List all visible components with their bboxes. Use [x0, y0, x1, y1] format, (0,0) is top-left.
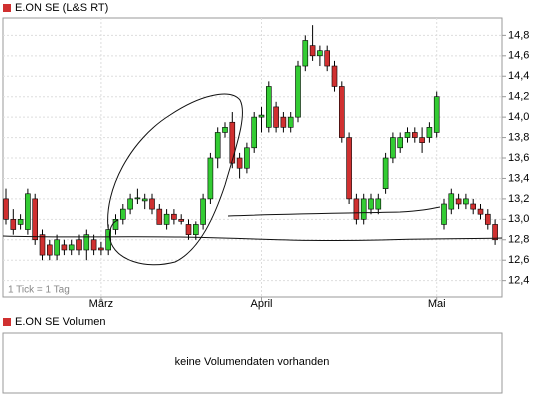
candle-body [258, 114, 265, 118]
candle-body [46, 244, 53, 256]
candle-body [214, 132, 221, 159]
candle-body [163, 213, 170, 225]
candle-body [17, 219, 24, 225]
x-tick-label: April [250, 298, 272, 310]
candle-body [484, 213, 491, 225]
candle-body [90, 239, 97, 251]
candle-body [39, 234, 46, 256]
candle-body [338, 86, 345, 138]
x-tick-label: März [89, 298, 113, 310]
candle-body [433, 96, 440, 133]
y-tick-label: 14,0 [508, 111, 529, 123]
annotation: 1 Tick = 1 Tag [8, 285, 70, 296]
volume-frame [2, 332, 503, 394]
candle-body [265, 86, 272, 128]
candle-body [470, 203, 477, 210]
candle-body [207, 157, 214, 200]
candle-body [477, 208, 484, 215]
candle-body [382, 157, 389, 189]
candle-body [178, 219, 184, 222]
candle-body [3, 198, 9, 220]
candle-body [273, 106, 279, 128]
candle-body [419, 137, 425, 143]
candle-body [112, 219, 119, 230]
hand-drawn-line [2, 235, 503, 242]
candle-body [222, 127, 228, 133]
candle-body [404, 132, 411, 138]
candle-body [171, 213, 177, 220]
y-tick-label: 12,8 [508, 234, 529, 246]
candle-body [120, 208, 126, 220]
candle-body [280, 116, 287, 128]
candle-body [98, 247, 104, 251]
candle-body [346, 137, 352, 200]
candle-body [492, 224, 498, 241]
candle-body [244, 147, 250, 169]
candle-body [368, 198, 374, 210]
candle-body [463, 198, 469, 205]
hand-drawn-ellipse [107, 93, 243, 266]
candle-body [375, 198, 382, 210]
y-tick-label: 12,6 [508, 254, 529, 266]
candle-body [141, 198, 148, 202]
y-tick-label: 13,2 [508, 193, 529, 205]
candle-body [360, 198, 367, 220]
candle-body [32, 198, 39, 241]
candle-body [83, 234, 90, 251]
candle-body [441, 203, 447, 225]
candle-body [251, 116, 257, 149]
candle-body [236, 157, 243, 169]
candle-body [397, 137, 404, 149]
candle-body [302, 40, 309, 67]
chart-title: E.ON SE (L&S RT) [15, 2, 108, 14]
y-tick-label: 13,6 [508, 152, 529, 164]
candle-body [324, 50, 331, 67]
y-tick-label: 14,2 [508, 91, 529, 103]
volume-message: keine Volumendaten vorhanden [175, 356, 330, 368]
y-tick-label: 14,6 [508, 50, 529, 62]
candle-body [10, 219, 17, 230]
legend-swatch [3, 4, 11, 12]
candle-body [185, 224, 192, 235]
candle-body [54, 239, 60, 256]
y-tick-label: 14,4 [508, 70, 529, 82]
candle-body [411, 132, 418, 138]
candle-body [309, 45, 316, 57]
candle-body [127, 198, 133, 210]
hand-drawn-line [227, 206, 441, 217]
y-tick-label: 12,4 [508, 275, 529, 287]
candle-body [200, 198, 206, 225]
candle-body [61, 244, 68, 251]
y-tick-label: 13,4 [508, 172, 529, 184]
candle-body [156, 208, 163, 225]
plot-frame [2, 17, 503, 298]
candle-body [76, 239, 82, 251]
candle-body [287, 116, 294, 128]
candle-body [105, 229, 111, 251]
y-tick-label: 13,0 [508, 213, 529, 225]
candle-body [134, 197, 141, 200]
candle-body [193, 224, 199, 235]
candle-body [331, 65, 338, 87]
candle-body [149, 198, 155, 210]
legend-swatch [3, 318, 11, 326]
candle-body [390, 137, 396, 159]
candle-body [353, 198, 360, 220]
candle-body [68, 244, 75, 251]
y-tick-label: 14,8 [508, 29, 529, 41]
candle-body [229, 121, 236, 164]
candle-body [25, 193, 31, 230]
candle-body [448, 193, 455, 210]
x-tick-label: Mai [428, 298, 446, 310]
candle-body [317, 50, 323, 57]
candle-body [426, 127, 433, 138]
candle-body [455, 198, 462, 205]
volume-title: E.ON SE Volumen [15, 316, 106, 328]
y-tick-label: 13,8 [508, 131, 529, 143]
candle-body [295, 65, 301, 118]
